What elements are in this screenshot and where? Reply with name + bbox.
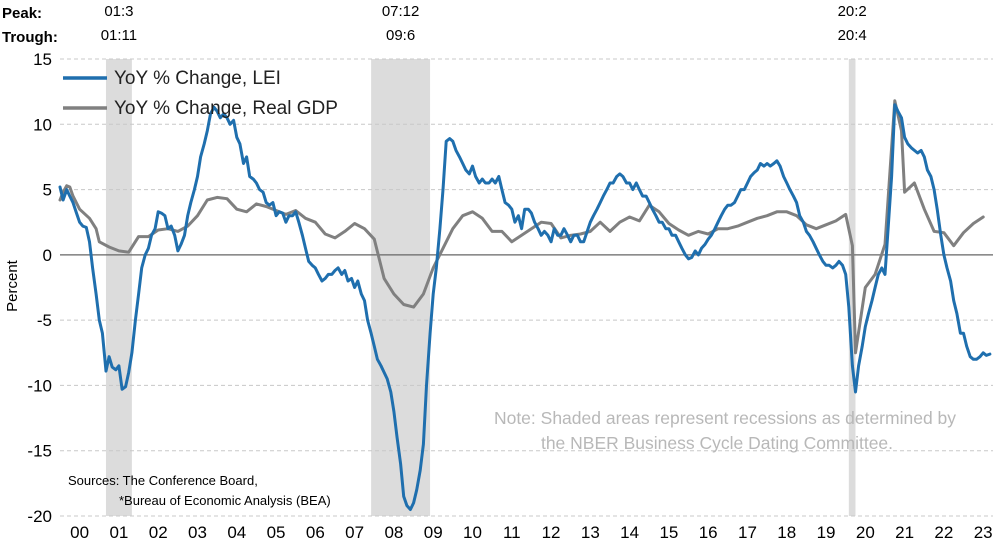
note-line-1: Note: Shaded areas represent recessions … (494, 408, 956, 428)
source-line-1: Sources: The Conference Board, (68, 473, 258, 488)
source-line-2: *Bureau of Economic Analysis (BEA) (119, 493, 331, 508)
y-tick-label: 0 (43, 246, 52, 265)
x-tick-label: 14 (620, 523, 639, 542)
x-tick-label: 16 (699, 523, 718, 542)
note-line-2: the NBER Business Cycle Dating Committee… (541, 433, 893, 453)
x-tick-label: 03 (188, 523, 207, 542)
x-tick-label: 06 (306, 523, 325, 542)
x-tick-label: 04 (227, 523, 246, 542)
series-layer (58, 99, 992, 511)
x-tick-labels: 00 01 02 03 04 05 06 07 08 09 10 11 12 13 14 15 16 17 18 19… (70, 523, 992, 542)
recession-peak-date-1: 07:12 (382, 3, 420, 20)
x-tick-label: 05 (267, 523, 286, 542)
x-tick-label: 00 (70, 523, 89, 542)
recession-band-0 (105, 59, 132, 516)
x-tick-label: 13 (581, 523, 600, 542)
recession-date-header: 01:3 01:11 07:12 09:6 20:2 20:4 (101, 3, 867, 44)
legend-label-lei: YoY % Change, LEI (114, 68, 281, 89)
x-tick-label: 18 (777, 523, 796, 542)
y-tick-labels: 15 10 5 0 -5 -10 -15 -20 (27, 50, 52, 526)
x-tick-label: 12 (542, 523, 561, 542)
trough-label: Trough: (2, 29, 58, 46)
recession-trough-date-0: 01:11 (101, 27, 137, 44)
x-tick-label: 11 (503, 523, 521, 542)
x-tick-label: 08 (384, 523, 403, 542)
peak-label: Peak: (2, 5, 42, 22)
x-tick-label: 09 (424, 523, 443, 542)
recession-peak-date-0: 01:3 (104, 3, 133, 20)
x-tick-label: 20 (856, 523, 875, 542)
y-axis-label: Percent (4, 259, 21, 312)
x-tick-label: 15 (659, 523, 678, 542)
x-tick-label: 17 (738, 523, 757, 542)
y-tick-label: 5 (43, 181, 52, 200)
sources-block: Sources: The Conference Board, *Bureau o… (68, 473, 331, 508)
x-tick-label: 02 (149, 523, 168, 542)
recession-band-1 (371, 59, 431, 516)
note-block: Note: Shaded areas represent recessions … (494, 408, 956, 453)
x-tick-label: 23 (974, 523, 993, 542)
recession-peak-date-2: 20:2 (838, 3, 867, 20)
x-tick-label: 19 (817, 523, 836, 542)
legend-label-gdp: YoY % Change, Real GDP (114, 98, 338, 119)
x-tick-label: 21 (895, 523, 914, 542)
x-tick-label: 07 (345, 523, 364, 542)
series-line-lei (58, 103, 992, 511)
y-tick-label: -20 (27, 507, 52, 526)
grid-layer (60, 58, 993, 517)
x-tick-label: 01 (109, 523, 128, 542)
x-tick-label: 10 (463, 523, 482, 542)
y-tick-label: 10 (33, 115, 52, 134)
y-tick-label: -10 (27, 376, 52, 395)
y-tick-label: 15 (33, 50, 52, 69)
legend: YoY % Change, LEI YoY % Change, Real GDP (63, 68, 338, 119)
y-tick-label: -15 (27, 442, 52, 461)
y-tick-label: -5 (37, 311, 52, 330)
x-tick-label: 22 (934, 523, 953, 542)
recession-trough-date-1: 09:6 (386, 27, 415, 44)
recession-trough-date-2: 20:4 (838, 27, 867, 44)
